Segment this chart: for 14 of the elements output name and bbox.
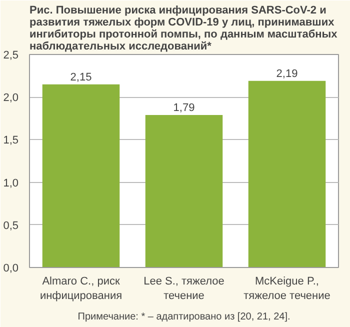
x-tick-label: Lee S., тяжелое течение	[144, 276, 224, 302]
y-tick-label: 2,5	[3, 50, 19, 62]
y-tick-label: 2,0	[3, 92, 19, 104]
data-label: 2,19	[276, 68, 298, 80]
chart-title: Рис. Повышение риска инфицирования SARS-CoV-2 и развития тяжелых форм COVID-19 у лиц, принимавших ингибиторы протонной помпы, по данным масштабных наблюдательных исследований*	[30, 4, 338, 52]
y-tick-label: 0,0	[3, 262, 19, 274]
x-tick-label: Almaro C., риск инфицирования	[40, 276, 122, 302]
data-label: 1,79	[173, 102, 195, 114]
x-tick-label: McKeigue P., тяжелое течение	[244, 276, 330, 302]
y-tick-label: 0,5	[3, 220, 19, 232]
y-tick-label: 1,5	[3, 134, 19, 147]
text: Примечание: * – адаптировано из [20, 21, 24].	[78, 312, 290, 322]
data-label: 2,15	[70, 71, 92, 84]
y-tick-label: 1,0	[3, 177, 19, 190]
